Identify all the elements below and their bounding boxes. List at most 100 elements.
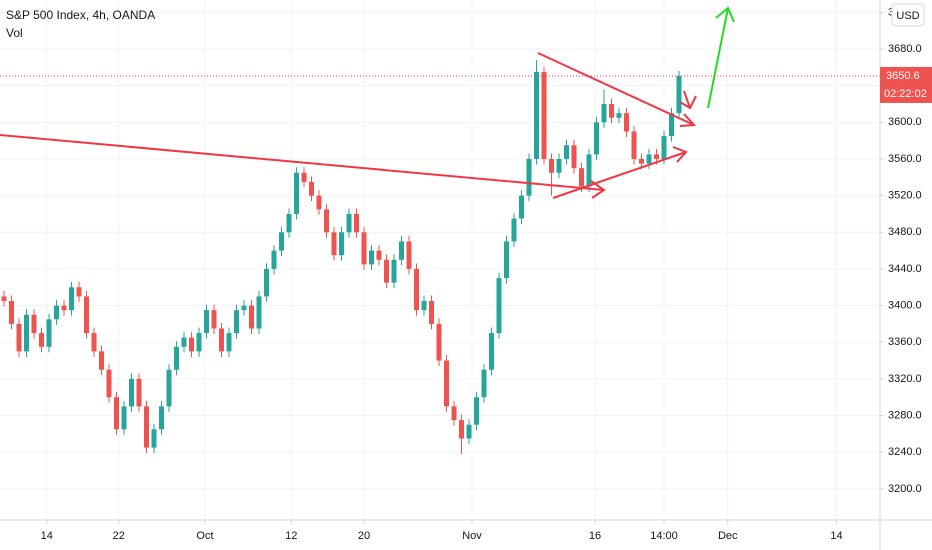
candle-body [563, 145, 569, 159]
candle-body [98, 351, 104, 370]
candle-body [83, 296, 89, 334]
candle-body [653, 154, 659, 159]
candle-body [151, 429, 157, 448]
arrow-head [679, 113, 697, 127]
candle-body [271, 250, 277, 269]
y-tick-label: 3360.0 [888, 336, 922, 348]
candle-body [616, 113, 622, 118]
y-tick-label: 3280.0 [888, 409, 922, 421]
arrow-head [679, 95, 697, 110]
currency-button[interactable] [891, 3, 925, 27]
candle-body [233, 310, 239, 334]
x-tick-label: Dec [718, 530, 738, 542]
trend-line [552, 151, 687, 199]
x-tick-label: 22 [113, 530, 125, 542]
candle-body [518, 195, 524, 219]
y-tick-label: 3400.0 [888, 299, 922, 311]
candle-body [586, 154, 592, 187]
candle-body [338, 232, 344, 256]
candle-body [631, 131, 637, 159]
x-tick-label: Oct [196, 530, 213, 542]
candle-body [346, 213, 352, 233]
candle-body [121, 406, 127, 430]
candle-body [158, 406, 164, 430]
candle-body [128, 378, 134, 407]
candle-body [323, 209, 329, 233]
candle-body [91, 333, 97, 352]
candle-body [541, 71, 547, 159]
y-tick-label: 3440.0 [888, 263, 922, 275]
x-tick-label: 14 [830, 530, 842, 542]
y-tick-label: 3240.0 [888, 446, 922, 458]
candle-body [458, 420, 464, 439]
trend-line [537, 52, 695, 126]
arrow-head [672, 146, 688, 163]
candle-body [16, 323, 22, 352]
candle-body [136, 378, 142, 407]
candle-body [571, 145, 577, 169]
chart-title: S&P 500 Index, 4h, OANDA [6, 8, 155, 22]
candle-body [31, 314, 37, 334]
currency[interactable]: USD [896, 10, 919, 22]
candle-body [488, 333, 494, 370]
candle-body [436, 323, 442, 361]
candle-body [661, 136, 667, 159]
candle-body [368, 250, 374, 265]
candle-body [511, 218, 517, 242]
candle-body [593, 122, 599, 155]
candle-body [181, 337, 187, 347]
arrow [683, 90, 691, 109]
candle-body [256, 296, 262, 329]
candle-body [443, 360, 449, 407]
candle-body [286, 213, 292, 233]
axes: 3200.0 3240.0 3280.0 3320.0 3360.0 3400.0 3440… [41, 6, 932, 542]
candle-body [353, 213, 359, 233]
candle-body [646, 154, 652, 164]
candle-body [188, 337, 194, 352]
candle-body [301, 172, 307, 182]
candle-body [496, 278, 502, 334]
candle-body [608, 104, 614, 118]
candle-body [466, 424, 472, 439]
candle-body [211, 310, 217, 329]
candle-body [331, 232, 337, 256]
x-tick-label: Nov [462, 530, 482, 542]
candle-body [308, 181, 314, 196]
candle-body [473, 397, 479, 425]
candle-body [376, 250, 382, 260]
candle-body [421, 301, 427, 311]
candle-body [556, 158, 562, 173]
candle-body [241, 305, 247, 311]
y-tick-label: 3560.0 [888, 153, 922, 165]
candle-body [1, 296, 7, 302]
x-tick-label: 20 [358, 530, 370, 542]
candle-body [106, 369, 112, 398]
candle-body [263, 268, 269, 297]
y-tick-label: 3480.0 [888, 226, 922, 238]
candle-body [76, 287, 82, 297]
candle-body [278, 232, 284, 251]
arrow [707, 7, 729, 109]
candle-body [406, 241, 412, 269]
candle-body [196, 333, 202, 352]
candle-body [413, 268, 419, 311]
candles [1, 60, 682, 455]
candle-body [293, 172, 299, 214]
candle-body [451, 406, 457, 421]
candle-body [676, 75, 682, 114]
candle-body [46, 319, 52, 347]
candle-body [578, 168, 584, 187]
candle-body [391, 259, 397, 283]
y-tick-label: 3600.0 [888, 116, 922, 128]
candle-body [53, 305, 59, 320]
x-tick-label: 12 [285, 530, 297, 542]
x-tick-label: 16 [589, 530, 601, 542]
candle-body [601, 104, 607, 123]
candle-body [503, 241, 509, 279]
candle-body [481, 369, 487, 398]
candle-body [23, 314, 29, 352]
candle-body [173, 346, 179, 370]
